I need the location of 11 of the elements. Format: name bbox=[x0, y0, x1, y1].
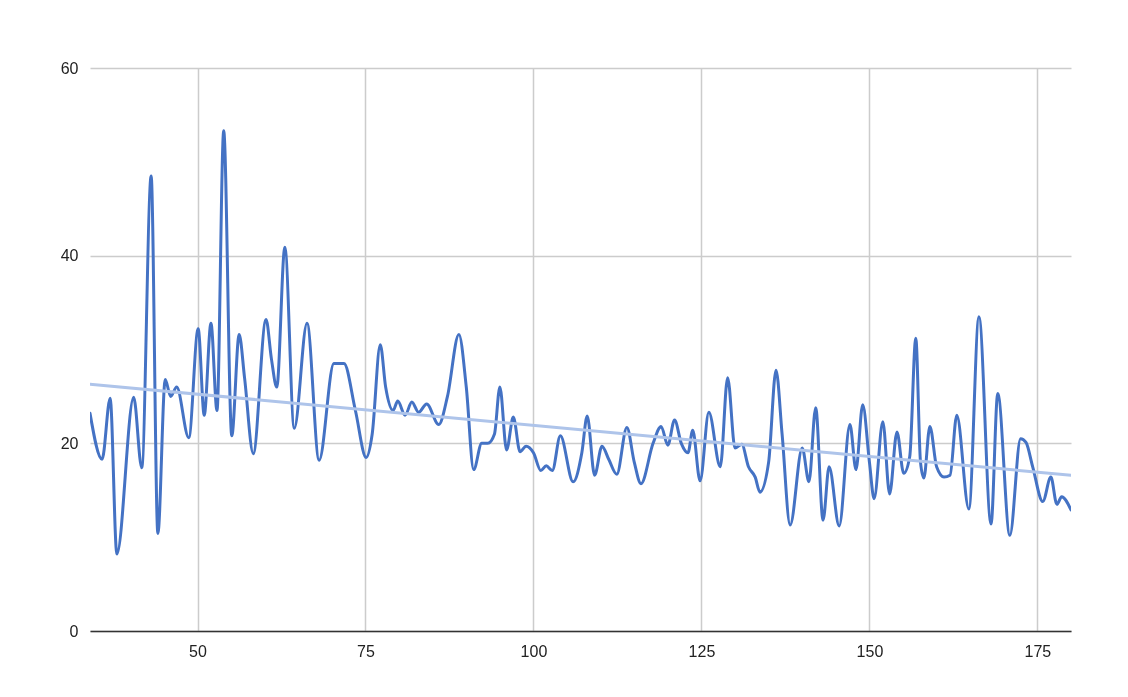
x-tick-label: 100 bbox=[520, 642, 548, 660]
y-tick-label: 60 bbox=[60, 59, 79, 77]
x-tick-label: 50 bbox=[189, 642, 208, 660]
y-tick-label: 0 bbox=[69, 622, 79, 640]
x-tick-label: 125 bbox=[688, 642, 716, 660]
y-tick-label: 20 bbox=[60, 434, 79, 452]
x-tick-label: 75 bbox=[357, 642, 375, 660]
line-series bbox=[90, 129, 1071, 556]
y-tick-label: 40 bbox=[60, 247, 79, 265]
x-tick-label: 175 bbox=[1024, 642, 1052, 660]
x-tick-label: 150 bbox=[856, 642, 884, 660]
